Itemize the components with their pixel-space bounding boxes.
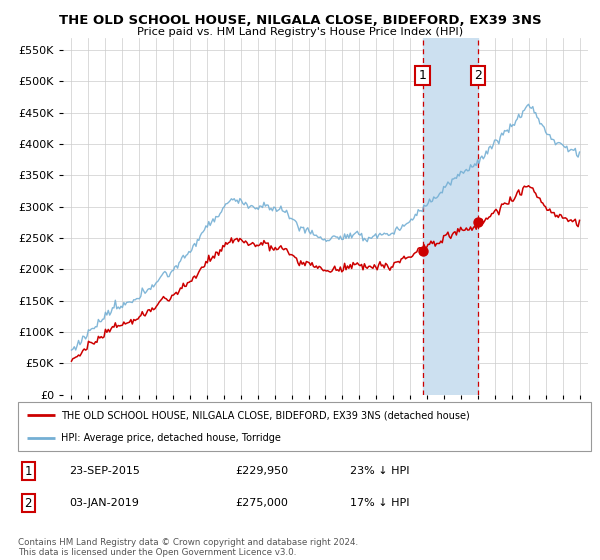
Text: THE OLD SCHOOL HOUSE, NILGALA CLOSE, BIDEFORD, EX39 3NS (detached house): THE OLD SCHOOL HOUSE, NILGALA CLOSE, BID… <box>61 410 470 421</box>
Text: 23% ↓ HPI: 23% ↓ HPI <box>350 466 410 476</box>
Text: THE OLD SCHOOL HOUSE, NILGALA CLOSE, BIDEFORD, EX39 3NS: THE OLD SCHOOL HOUSE, NILGALA CLOSE, BID… <box>59 14 541 27</box>
Text: Price paid vs. HM Land Registry's House Price Index (HPI): Price paid vs. HM Land Registry's House … <box>137 27 463 37</box>
Text: 23-SEP-2015: 23-SEP-2015 <box>70 466 140 476</box>
Text: Contains HM Land Registry data © Crown copyright and database right 2024.
This d: Contains HM Land Registry data © Crown c… <box>18 538 358 557</box>
Text: £229,950: £229,950 <box>236 466 289 476</box>
Text: 17% ↓ HPI: 17% ↓ HPI <box>350 498 410 508</box>
Text: £275,000: £275,000 <box>236 498 289 508</box>
Text: 2: 2 <box>474 69 482 82</box>
Text: 1: 1 <box>25 465 32 478</box>
Text: HPI: Average price, detached house, Torridge: HPI: Average price, detached house, Torr… <box>61 433 281 443</box>
FancyBboxPatch shape <box>18 402 591 451</box>
Text: 1: 1 <box>419 69 427 82</box>
Text: 2: 2 <box>25 497 32 510</box>
Bar <box>422 38 478 395</box>
Text: 03-JAN-2019: 03-JAN-2019 <box>70 498 139 508</box>
